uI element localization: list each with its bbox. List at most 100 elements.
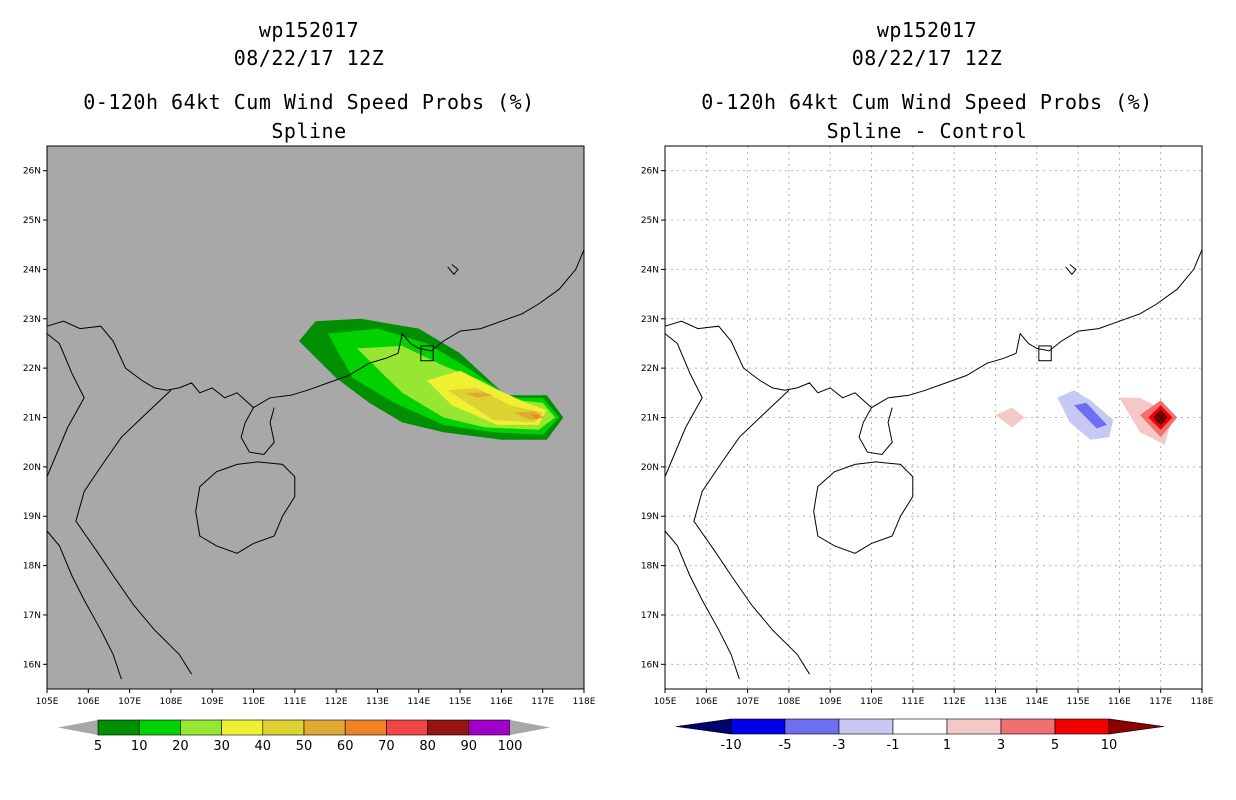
y-tick-label: 24N <box>641 265 659 275</box>
storm-id-title: wp152017 <box>876 18 978 42</box>
reservoir-outline <box>1065 264 1077 276</box>
difference-panel: wp152017 08/22/17 12Z 0-120h 64kt Cum Wi… <box>618 0 1236 800</box>
colorbar-swatch <box>221 719 264 736</box>
colorbar-swatch <box>946 718 1002 735</box>
colorbar-swatch <box>427 719 470 736</box>
y-tick-label: 17N <box>23 611 41 621</box>
y-tick-label: 18N <box>641 562 659 572</box>
map-coastline <box>664 249 1203 409</box>
x-tick-label: 111E <box>283 697 306 707</box>
colorbar-label: 1 <box>943 738 951 753</box>
y-tick-label: 19N <box>641 512 659 522</box>
x-tick-label: 109E <box>201 697 224 707</box>
y-tick-label: 22N <box>641 364 659 374</box>
map-hainan <box>813 461 914 554</box>
max-marker <box>1156 413 1165 422</box>
colorbar-swatch <box>97 719 140 736</box>
colorbar-swatch <box>138 719 181 736</box>
colorbar-swatch <box>1000 718 1056 735</box>
map-leizhou <box>858 407 893 456</box>
colorbar-under-triangle <box>675 718 732 735</box>
max-contour-outline <box>1154 409 1168 426</box>
x-tick-label: 118E <box>1191 697 1214 707</box>
y-tick-label: 23N <box>23 315 41 325</box>
x-tick-label: 115E <box>1067 697 1090 707</box>
x-tick-label: 106E <box>77 697 100 707</box>
colorbar-label: -5 <box>779 738 792 753</box>
colorbar-swatch <box>386 719 428 736</box>
map-laos-border <box>46 333 85 477</box>
y-tick-label: 16N <box>23 660 41 670</box>
colorbar-swatch <box>1054 718 1110 735</box>
y-tick-label: 25N <box>641 216 659 226</box>
colorbar-label: 10 <box>131 739 148 754</box>
colorbar-label: 80 <box>419 739 436 754</box>
x-tick-label: 113E <box>984 697 1007 707</box>
x-tick-label: 112E <box>943 697 966 707</box>
x-tick-label: 107E <box>118 697 141 707</box>
x-tick-label: 116E <box>1108 697 1131 707</box>
hong-kong-outline <box>1038 345 1052 362</box>
contour-50-60 <box>464 392 494 398</box>
panel-subtitle: Spline <box>271 119 347 143</box>
x-tick-label: 111E <box>901 697 924 707</box>
colorbar-swatch <box>180 719 222 736</box>
x-tick-label: 116E <box>490 697 513 707</box>
y-tick-label: 17N <box>641 611 659 621</box>
datetime-title: 08/22/17 12Z <box>851 46 1003 70</box>
y-tick-label: 19N <box>23 512 41 522</box>
y-tick-label: 18N <box>23 562 41 572</box>
x-tick-label: 106E <box>695 697 718 707</box>
x-tick-label: 112E <box>325 697 348 707</box>
map-border2 <box>664 530 740 680</box>
x-tick-label: 109E <box>819 697 842 707</box>
colorbar-over-triangle <box>1108 718 1165 735</box>
colorbar-swatch <box>892 718 948 735</box>
x-tick-label: 107E <box>736 697 759 707</box>
colorbar-label: 70 <box>378 739 395 754</box>
x-tick-label: 113E <box>366 697 389 707</box>
map-background <box>665 146 1202 689</box>
hong-kong-outline <box>420 345 434 362</box>
y-tick-label: 21N <box>23 414 41 424</box>
contour-60-70 <box>530 414 541 420</box>
map-vietnam <box>693 389 811 675</box>
x-tick-label: 114E <box>407 697 430 707</box>
x-tick-label: 105E <box>654 697 677 707</box>
map-laos-border <box>664 333 703 477</box>
map-border2 <box>46 530 122 680</box>
y-tick-label: 20N <box>23 463 41 473</box>
colorbar-label: 5 <box>94 739 102 754</box>
colorbar-label: -3 <box>833 738 846 753</box>
spline-panel: wp152017 08/22/17 12Z 0-120h 64kt Cum Wi… <box>23 18 596 754</box>
panel-subtitle: Spline - Control <box>826 119 1028 143</box>
datetime-title: 08/22/17 12Z <box>233 46 385 70</box>
colorbar-label: 20 <box>172 739 189 754</box>
colorbar-under-triangle <box>58 720 98 735</box>
colorbar-swatch <box>262 719 305 736</box>
x-tick-label: 115E <box>449 697 472 707</box>
difference-map-svg: 105E 106E 107E 108E 109E 110E 111E 112E 113E 114E… <box>641 145 1214 753</box>
colorbar-label: 50 <box>296 739 313 754</box>
colorbar-label: 100 <box>498 739 523 754</box>
colorbar-swatch <box>344 719 387 736</box>
y-tick-label: 20N <box>641 463 659 473</box>
map-coastline <box>46 249 585 409</box>
reservoir-outline <box>447 264 459 276</box>
map-vietnam <box>75 389 193 675</box>
y-tick-label: 24N <box>23 265 41 275</box>
colorbar-label: 90 <box>461 739 478 754</box>
x-tick-label: 117E <box>531 697 554 707</box>
colorbar-label: -10 <box>720 738 741 753</box>
y-tick-label: 22N <box>23 364 41 374</box>
y-tick-label: 25N <box>23 216 41 226</box>
map-leizhou <box>240 407 275 456</box>
y-tick-label: 16N <box>641 660 659 670</box>
storm-id-title: wp152017 <box>258 18 360 42</box>
colorbar-label: -1 <box>887 738 900 753</box>
x-tick-label: 110E <box>860 697 883 707</box>
colorbar-swatch <box>730 718 786 735</box>
y-tick-label: 21N <box>641 414 659 424</box>
colorbar-label: 60 <box>337 739 354 754</box>
contour-1to3 <box>995 407 1025 428</box>
